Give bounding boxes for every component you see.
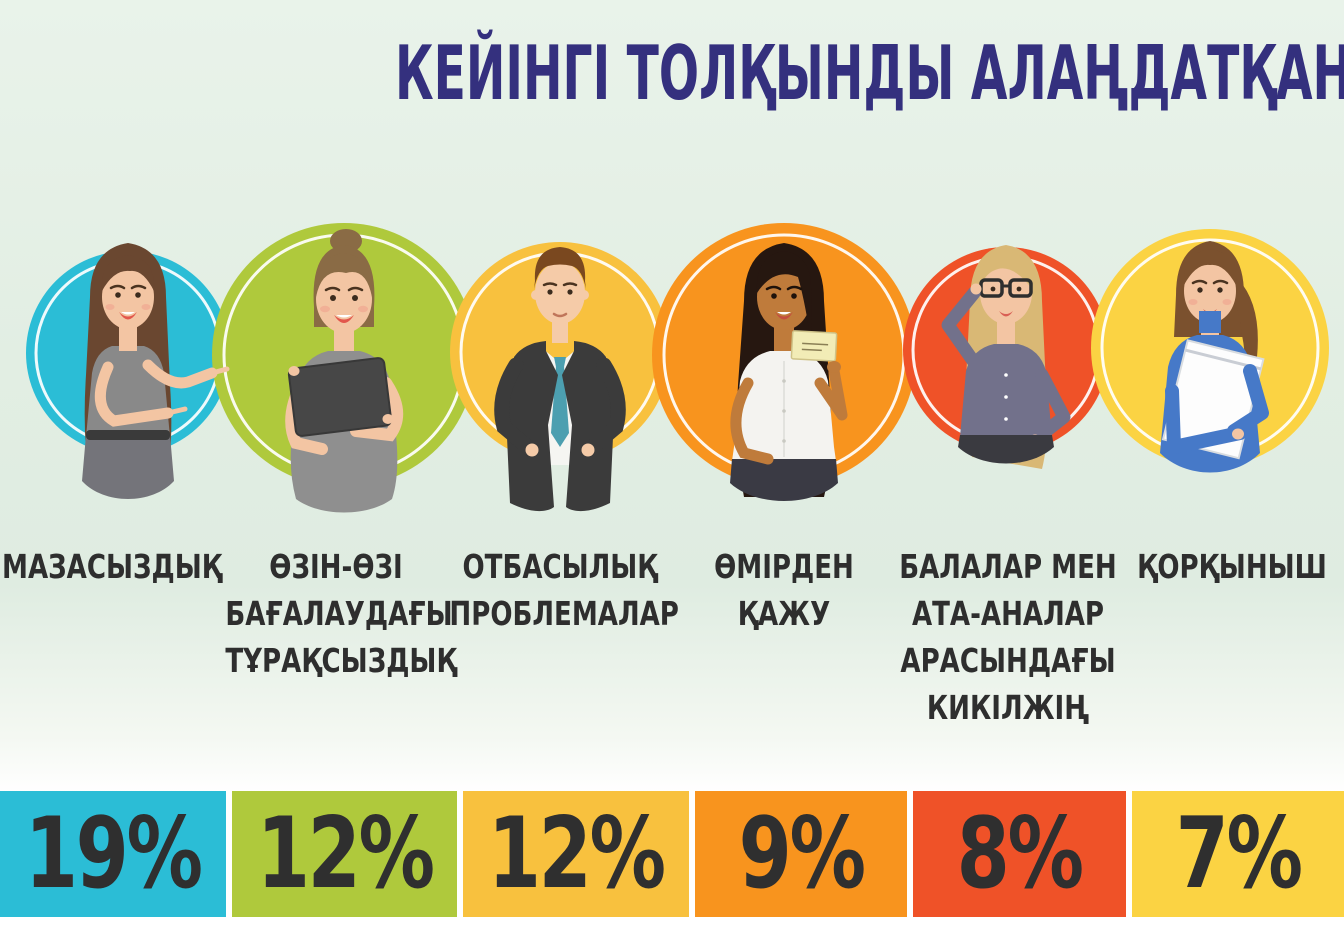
person-woman-book <box>1160 241 1269 473</box>
issue-labels-row: МАЗАСЫЗДЫҚ ӨЗІН-ӨЗІ БАҒАЛАУДАҒЫ ТҰРАҚСЫЗ… <box>0 543 1344 731</box>
percent-value: 12% <box>256 797 434 911</box>
issue-label-family-problems: ОТБАСЫЛЫҚ ПРОБЛЕМАЛАР <box>449 547 679 633</box>
issue-label-life-fatigue: ӨМІРДЕН ҚАЖУ <box>714 547 854 633</box>
percent-band: 19% 12% 12% 9% 8% 7% <box>0 791 1344 917</box>
person-woman-glasses <box>941 245 1071 469</box>
person-woman-pointing <box>82 243 230 499</box>
percent-cell-fear: 7% <box>1131 791 1344 917</box>
percent-value: 19% <box>24 797 203 911</box>
person-woman-card <box>730 243 848 501</box>
issue-label-parent-child-conflict: БАЛАЛАР МЕН АТА-АНАЛАР АРАСЫНДАҒЫ КИКІЛЖ… <box>899 547 1117 727</box>
avatars-illustration <box>26 223 1329 513</box>
issue-label-fear: ҚОРҚЫНЫШ <box>1137 547 1327 586</box>
issue-label-anxiety: МАЗАСЫЗДЫҚ <box>2 547 222 586</box>
percent-cell-self-esteem: 12% <box>231 791 458 917</box>
percent-cell-parent-child-conflict: 8% <box>913 791 1126 917</box>
percent-value: 9% <box>738 797 865 911</box>
percent-value: 12% <box>487 797 666 911</box>
percent-cell-family-problems: 12% <box>463 791 689 917</box>
percent-value: 8% <box>956 797 1084 911</box>
percent-cell-anxiety: 19% <box>0 791 226 917</box>
issue-label-self-esteem: ӨЗІН-ӨЗІ БАҒАЛАУДАҒЫ ТҰРАҚСЫЗДЫҚ <box>225 547 457 680</box>
person-woman-tablet <box>285 229 403 513</box>
avatar-circles <box>26 223 1329 487</box>
person-businessman <box>494 247 626 512</box>
percent-value: 7% <box>1175 797 1302 911</box>
page-title: КЕЙІНГІ ТОЛҚЫНДЫ АЛАҢДАТҚАН КЕЙ МӘСЕЛЕ: <box>394 29 1344 117</box>
percent-cell-life-fatigue: 9% <box>694 791 908 917</box>
